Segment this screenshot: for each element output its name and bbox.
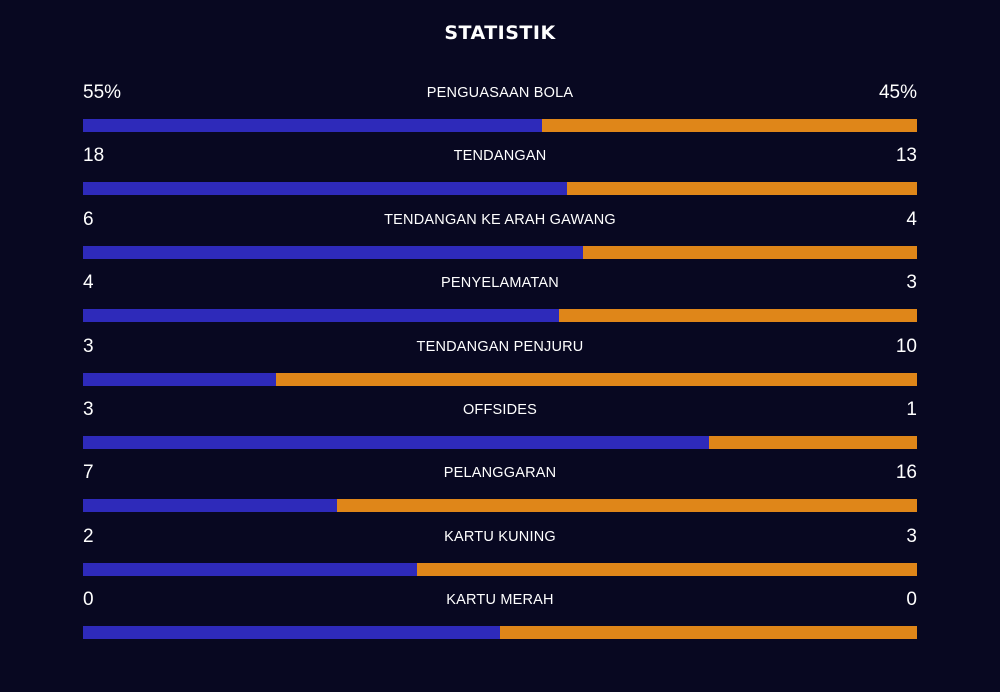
home-bar-fill — [83, 626, 500, 640]
stat-row-possession: 55% PENGUASAAN BOLA 45% — [83, 80, 917, 143]
stat-label: PELANGGARAN — [443, 465, 557, 482]
home-bar-fill — [83, 245, 584, 259]
stat-label: TENDANGAN — [453, 148, 547, 165]
comparison-bar — [83, 309, 917, 323]
stat-label: PENGUASAAN BOLA — [426, 85, 574, 101]
away-bar-fill — [541, 119, 917, 132]
stat-label: TENDANGAN KE ARAH GAWANG — [384, 211, 616, 228]
comparison-bar — [83, 435, 917, 449]
home-value: 3 — [83, 335, 94, 357]
home-value: 55% — [83, 82, 122, 103]
away-bar-fill — [275, 372, 917, 386]
away-bar-fill — [336, 499, 917, 513]
home-bar-fill — [83, 435, 709, 449]
stat-label: KARTU KUNING — [444, 528, 556, 545]
home-value: 2 — [83, 525, 94, 547]
comparison-bar — [83, 626, 917, 640]
away-bar-fill — [559, 309, 917, 323]
stat-row-corners: 3 TENDANGAN PENJURU 10 — [83, 334, 917, 397]
comparison-bar — [83, 119, 917, 132]
home-bar-fill — [83, 562, 417, 576]
away-bar-fill — [583, 245, 917, 259]
comparison-bar — [83, 245, 917, 259]
home-bar-fill — [83, 182, 567, 196]
away-bar-fill — [416, 562, 917, 576]
home-value: 7 — [83, 462, 94, 484]
away-value: 10 — [895, 335, 917, 357]
comparison-bar — [83, 499, 917, 513]
home-bar-fill — [83, 309, 560, 323]
away-value: 45% — [878, 82, 917, 103]
away-value: 0 — [906, 589, 917, 611]
stat-row-saves: 4 PENYELAMATAN 3 — [83, 270, 917, 333]
away-bar-fill — [566, 182, 917, 196]
home-value: 3 — [83, 398, 94, 420]
stat-label: KARTU MERAH — [446, 592, 554, 609]
away-bar-fill — [708, 435, 917, 449]
stat-row-offsides: 3 OFFSIDES 1 — [83, 397, 917, 460]
stat-row-shots-on-target: 6 TENDANGAN KE ARAH GAWANG 4 — [83, 207, 917, 270]
stat-row-yellow-cards: 2 KARTU KUNING 3 — [83, 524, 917, 587]
away-value: 16 — [895, 462, 917, 484]
home-value: 0 — [83, 589, 94, 611]
stats-list: 55% PENGUASAAN BOLA 45% 18 TENDANGAN 13 … — [83, 80, 917, 651]
stats-title: STATISTIK — [444, 22, 556, 44]
home-bar-fill — [83, 372, 276, 386]
stat-label: TENDANGAN PENJURU — [416, 338, 584, 355]
stat-row-fouls: 7 PELANGGARAN 16 — [83, 460, 917, 523]
stat-row-shots: 18 TENDANGAN 13 — [83, 143, 917, 206]
home-value: 4 — [83, 272, 94, 294]
away-value: 13 — [895, 145, 917, 167]
stat-label: PENYELAMATAN — [441, 275, 559, 292]
away-value: 3 — [906, 525, 917, 547]
home-value: 6 — [83, 208, 94, 230]
stat-row-red-cards: 0 KARTU MERAH 0 — [83, 587, 917, 650]
home-value: 18 — [83, 145, 105, 167]
away-bar-fill — [500, 626, 917, 640]
away-value: 1 — [906, 398, 917, 420]
comparison-bar — [83, 562, 917, 576]
comparison-bar — [83, 372, 917, 386]
home-bar-fill — [83, 119, 542, 132]
comparison-bar — [83, 182, 917, 196]
away-value: 4 — [906, 208, 917, 230]
stat-label: OFFSIDES — [462, 401, 538, 418]
home-bar-fill — [83, 499, 337, 513]
away-value: 3 — [906, 272, 917, 294]
